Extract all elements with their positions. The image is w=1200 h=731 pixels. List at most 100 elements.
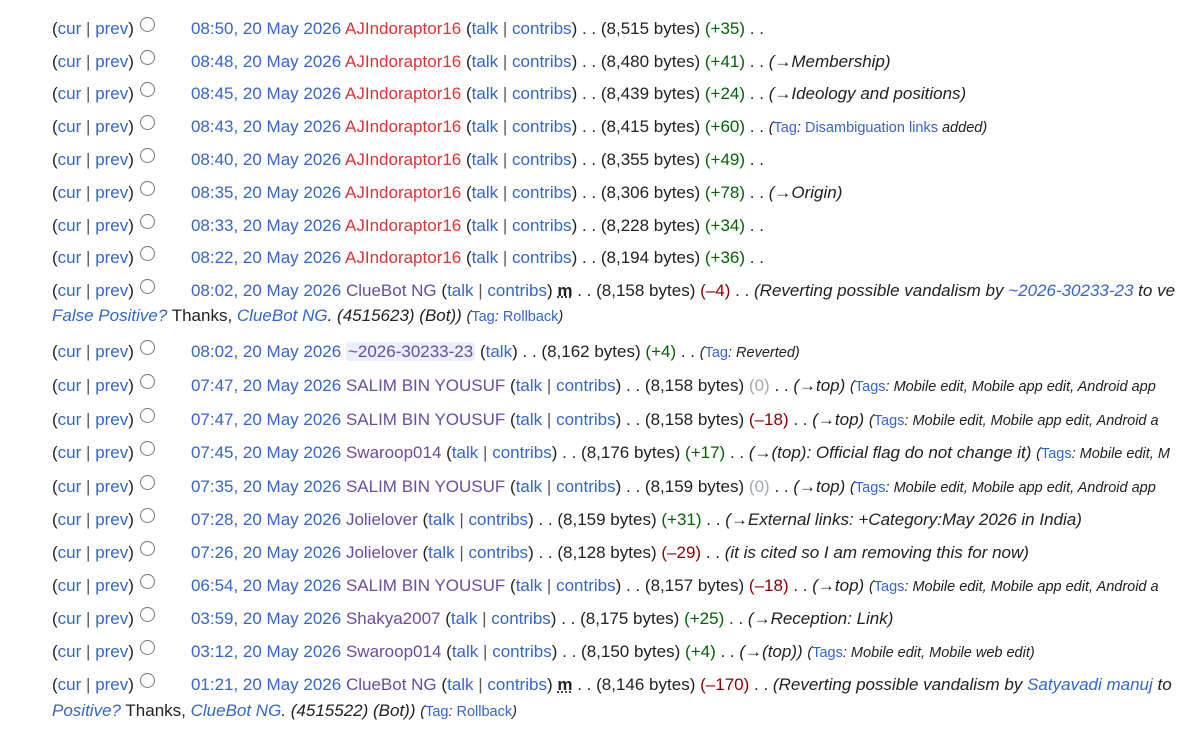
- summary-link[interactable]: Tag: [471, 309, 495, 326]
- cur-link[interactable]: cur: [57, 280, 82, 300]
- cur-link[interactable]: cur: [57, 443, 82, 463]
- cur-link[interactable]: cur: [57, 609, 82, 629]
- timestamp-link[interactable]: 08:33, 20 May 2026: [190, 215, 342, 235]
- contribs-link[interactable]: contribs: [556, 409, 616, 429]
- talk-link[interactable]: talk: [447, 675, 474, 695]
- radio-button[interactable]: [139, 114, 155, 130]
- summary-link[interactable]: ClueBot NG: [236, 306, 328, 326]
- timestamp-link[interactable]: 07:47, 20 May 2026: [190, 409, 342, 429]
- user-link[interactable]: AJIndoraptor16: [345, 150, 462, 170]
- timestamp-link[interactable]: 08:50, 20 May 2026: [190, 19, 342, 38]
- talk-link[interactable]: talk: [428, 542, 455, 562]
- user-link[interactable]: AJIndoraptor16: [345, 215, 462, 235]
- contribs-link[interactable]: contribs: [512, 248, 572, 268]
- cur-link[interactable]: cur: [57, 510, 82, 530]
- contribs-link[interactable]: contribs: [487, 675, 547, 695]
- summary-link[interactable]: Tag: [425, 703, 449, 720]
- user-link[interactable]: AJIndoraptor16: [345, 182, 462, 202]
- user-link[interactable]: SALIM BIN YOUSUF: [345, 375, 506, 395]
- talk-link[interactable]: talk: [428, 510, 455, 530]
- cur-link[interactable]: cur: [57, 575, 82, 595]
- timestamp-link[interactable]: 08:02, 20 May 2026: [190, 280, 342, 300]
- user-link[interactable]: Jolielover: [345, 510, 418, 530]
- contribs-link[interactable]: contribs: [491, 609, 551, 629]
- cur-link[interactable]: cur: [57, 215, 82, 235]
- timestamp-link[interactable]: 03:59, 20 May 2026: [190, 609, 342, 629]
- talk-link[interactable]: talk: [471, 116, 499, 136]
- talk-link[interactable]: talk: [447, 280, 474, 300]
- prev-link[interactable]: prev: [95, 375, 129, 395]
- timestamp-link[interactable]: 08:43, 20 May 2026: [190, 116, 342, 136]
- radio-button[interactable]: [139, 607, 155, 623]
- cur-link[interactable]: cur: [57, 542, 82, 562]
- summary-link[interactable]: Tags: [812, 644, 843, 661]
- summary-link[interactable]: False Positive?: [52, 306, 168, 326]
- summary-link[interactable]: Satyavadi manuj: [1027, 675, 1153, 695]
- summary-link[interactable]: Tags: [854, 479, 886, 496]
- radio-button[interactable]: [139, 573, 155, 589]
- summary-link[interactable]: Positive?: [52, 700, 121, 720]
- timestamp-link[interactable]: 08:40, 20 May 2026: [190, 150, 342, 170]
- contribs-link[interactable]: contribs: [512, 84, 572, 104]
- prev-link[interactable]: prev: [95, 675, 129, 695]
- cur-link[interactable]: cur: [57, 51, 82, 71]
- user-link[interactable]: AJIndoraptor16: [345, 116, 462, 136]
- timestamp-link[interactable]: 08:48, 20 May 2026: [190, 51, 342, 71]
- radio-button[interactable]: [139, 441, 155, 457]
- radio-button[interactable]: [139, 246, 155, 262]
- radio-button[interactable]: [139, 639, 155, 655]
- radio-button[interactable]: [139, 180, 155, 196]
- timestamp-link[interactable]: 08:02, 20 May 2026: [190, 342, 342, 362]
- user-link[interactable]: AJIndoraptor16: [345, 84, 462, 104]
- prev-link[interactable]: prev: [95, 215, 129, 235]
- cur-link[interactable]: cur: [57, 150, 82, 170]
- prev-link[interactable]: prev: [95, 476, 129, 496]
- radio-button[interactable]: [139, 407, 155, 423]
- talk-link[interactable]: talk: [471, 150, 499, 170]
- radio-button[interactable]: [139, 474, 155, 490]
- talk-link[interactable]: talk: [450, 609, 478, 629]
- contribs-link[interactable]: contribs: [512, 215, 572, 235]
- cur-link[interactable]: cur: [57, 375, 82, 395]
- talk-link[interactable]: talk: [471, 84, 499, 104]
- radio-button[interactable]: [139, 148, 155, 164]
- summary-link[interactable]: Rollback: [502, 309, 559, 326]
- contribs-link[interactable]: contribs: [468, 510, 529, 530]
- talk-link[interactable]: talk: [471, 248, 499, 268]
- prev-link[interactable]: prev: [95, 609, 129, 629]
- user-link[interactable]: Jolielover: [345, 542, 418, 562]
- talk-link[interactable]: talk: [515, 476, 543, 496]
- cur-link[interactable]: cur: [57, 248, 82, 268]
- timestamp-link[interactable]: 07:35, 20 May 2026: [190, 476, 342, 496]
- prev-link[interactable]: prev: [95, 641, 129, 661]
- contribs-link[interactable]: contribs: [512, 150, 572, 170]
- cur-link[interactable]: cur: [57, 116, 82, 136]
- timestamp-link[interactable]: 07:47, 20 May 2026: [190, 375, 342, 395]
- talk-link[interactable]: talk: [471, 51, 499, 71]
- summary-link[interactable]: Rollback: [456, 703, 513, 720]
- contribs-link[interactable]: contribs: [492, 641, 552, 661]
- prev-link[interactable]: prev: [95, 409, 129, 429]
- user-link[interactable]: Swaroop014: [345, 443, 442, 463]
- user-link[interactable]: AJIndoraptor16: [345, 19, 462, 38]
- contribs-link[interactable]: contribs: [512, 51, 572, 71]
- prev-link[interactable]: prev: [95, 575, 129, 595]
- prev-link[interactable]: prev: [95, 342, 129, 362]
- cur-link[interactable]: cur: [57, 409, 82, 429]
- radio-button[interactable]: [139, 373, 155, 389]
- timestamp-link[interactable]: 07:26, 20 May 2026: [190, 542, 342, 562]
- prev-link[interactable]: prev: [95, 84, 129, 104]
- contribs-link[interactable]: contribs: [512, 19, 572, 38]
- timestamp-link[interactable]: 07:45, 20 May 2026: [190, 443, 342, 463]
- prev-link[interactable]: prev: [95, 150, 129, 170]
- talk-link[interactable]: talk: [471, 19, 499, 38]
- talk-link[interactable]: talk: [451, 443, 479, 463]
- summary-link[interactable]: Disambiguation links: [804, 119, 938, 136]
- talk-link[interactable]: talk: [515, 409, 543, 429]
- radio-button[interactable]: [139, 340, 155, 356]
- summary-link[interactable]: Tag: [704, 345, 728, 362]
- user-link[interactable]: SALIM BIN YOUSUF: [345, 575, 506, 595]
- talk-link[interactable]: talk: [471, 182, 499, 202]
- prev-link[interactable]: prev: [95, 116, 129, 136]
- prev-link[interactable]: prev: [95, 51, 129, 71]
